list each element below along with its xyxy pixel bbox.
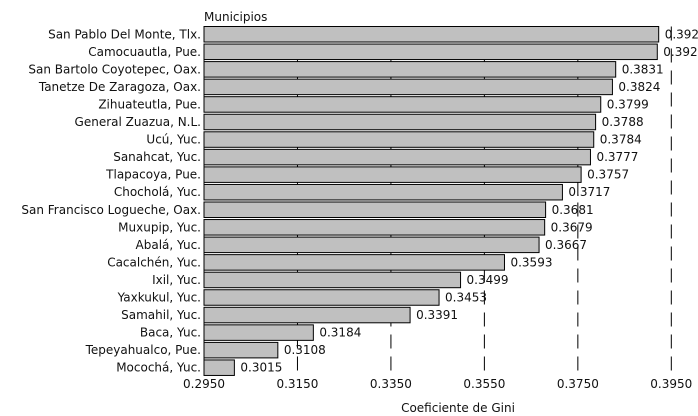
bar [203, 341, 279, 359]
bar [203, 183, 563, 201]
chart-title: Municipios [204, 10, 267, 24]
category-label: San Francisco Logueche, Oax. [21, 203, 201, 217]
value-label: 0.3499 [467, 273, 509, 287]
bar [203, 254, 505, 271]
value-label: 0.3799 [607, 97, 649, 111]
category-label: Ixil, Yuc. [152, 273, 201, 287]
category-label: Baca, Yuc. [140, 326, 201, 340]
bar [203, 26, 660, 43]
x-tick-label: 0.3550 [463, 377, 505, 391]
value-label: 0.3788 [602, 115, 644, 129]
x-tick-label: 0.3750 [557, 377, 599, 391]
value-label: 0.3681 [552, 203, 594, 217]
x-axis-label: Coeficiente de Gini [401, 401, 515, 415]
bar [203, 131, 595, 148]
bar [203, 148, 591, 166]
category-label: Ucú, Yuc. [146, 133, 201, 147]
bar [203, 166, 582, 183]
bar [203, 271, 462, 289]
x-tick-label: 0.2950 [183, 377, 225, 391]
bar [203, 324, 314, 341]
category-label: Tlapacoya, Pue. [105, 168, 201, 182]
value-label: 0.3391 [416, 308, 458, 322]
category-label: Sanahcat, Yuc. [113, 150, 201, 164]
value-label: 0.3593 [510, 255, 552, 269]
category-label: Chocholá, Yuc. [114, 185, 201, 199]
bar [203, 61, 617, 78]
bar [203, 201, 547, 218]
category-label: Mocochá, Yuc. [116, 361, 201, 375]
x-tick-label: 0.3350 [370, 377, 412, 391]
bar [203, 306, 411, 324]
value-label: 0.3667 [545, 238, 587, 252]
bar [203, 359, 235, 376]
category-label: San Pablo Del Monte, Tlx. [48, 27, 201, 41]
category-label: Camocuautla, Pue. [88, 45, 201, 59]
value-label: 0.3831 [622, 62, 664, 76]
bar [203, 289, 440, 306]
category-label: San Bartolo Coyotepec, Oax. [28, 62, 201, 76]
value-label: 0.3453 [445, 291, 487, 305]
value-label: 0.3757 [587, 168, 629, 182]
category-label: General Zuazua, N.L. [75, 115, 201, 129]
value-label: 0.3717 [568, 185, 610, 199]
bar [203, 43, 658, 61]
value-label: 0.3824 [618, 80, 660, 94]
bar [203, 113, 597, 131]
x-tick-label: 0.3150 [276, 377, 318, 391]
category-label: Tanetze De Zaragoza, Oax. [38, 80, 201, 94]
category-labels: San Pablo Del Monte, Tlx. Camocuautla, Pu… [21, 27, 201, 374]
value-label: 0.3108 [284, 343, 326, 357]
value-label: 0.3015 [240, 361, 282, 375]
x-tick-label: 0.3950 [650, 377, 692, 391]
bar [203, 78, 613, 96]
value-label: 0.3184 [319, 326, 361, 340]
value-label: 0.3784 [600, 133, 642, 147]
category-label: Samahil, Yuc. [121, 308, 201, 322]
category-label: Muxupip, Yuc. [118, 220, 201, 234]
category-label: Tepeyahualco, Pue. [85, 343, 201, 357]
value-label: 0.3777 [596, 150, 638, 164]
value-label: 0.3679 [551, 220, 593, 234]
bar [203, 96, 602, 113]
category-label: Zihuateutla, Pue. [98, 97, 201, 111]
category-label: Yaxkukul, Yuc. [117, 291, 201, 305]
bar [203, 236, 540, 254]
x-axis-ticks: 0.2950 0.3150 0.3350 0.3550 0.3750 0.3950 [183, 377, 692, 391]
category-label: Abalá, Yuc. [136, 238, 201, 252]
bar [203, 219, 546, 236]
value-label: 0.3923 [665, 27, 698, 41]
bars [203, 26, 660, 376]
category-label: Cacalchén, Yuc. [107, 255, 201, 269]
